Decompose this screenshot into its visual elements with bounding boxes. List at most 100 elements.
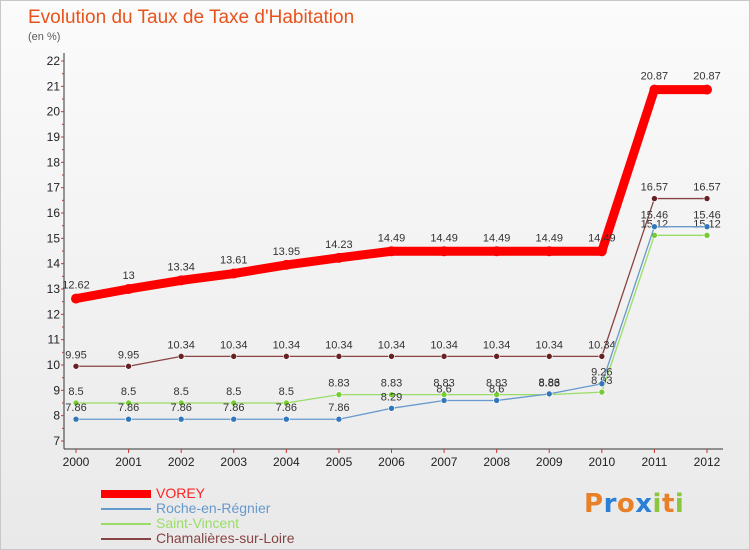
- data-label: 7.86: [170, 402, 191, 414]
- data-point: [598, 353, 606, 360]
- data-point: [176, 275, 187, 286]
- x-tick-label: 2003: [220, 455, 247, 469]
- data-point: [230, 399, 238, 407]
- x-tick-label: 2010: [588, 455, 615, 469]
- data-label: 10.34: [535, 339, 563, 351]
- legend-swatch: [101, 523, 151, 525]
- x-tick-label: 2001: [115, 455, 142, 469]
- data-label: 8.83: [381, 378, 402, 390]
- data-point: [703, 231, 711, 239]
- data-point: [281, 259, 292, 270]
- data-label: 7.86: [65, 402, 86, 414]
- series-3: 9.95 9.95 10.34 10.34 10.34 10.34 10.34 10.34 10…: [65, 182, 721, 370]
- data-point: [440, 353, 448, 360]
- y-tick-label: 20: [47, 105, 61, 119]
- y-tick-label: 9: [53, 383, 60, 397]
- data-point: [333, 252, 344, 263]
- data-label: 16.57: [693, 182, 721, 194]
- legend-label: Roche-en-Régnier: [156, 500, 271, 516]
- legend: VOREY Roche-en-Régnier Saint-Vincent Chamal…: [101, 485, 401, 546]
- data-label: 7.86: [223, 402, 244, 414]
- data-label: 13.61: [220, 255, 248, 267]
- data-label: 13.34: [167, 261, 195, 273]
- data-point: [598, 380, 606, 388]
- y-tick-label: 15: [47, 231, 61, 245]
- x-tick-label: 2011: [642, 455, 668, 469]
- series-0: 12.62 13 13.34 13.61 13.95 14.23 14.49 14.49 14.…: [62, 71, 721, 304]
- data-label: 10.34: [483, 339, 511, 351]
- data-point: [439, 246, 450, 257]
- data-label: 10.34: [430, 339, 458, 351]
- data-label: 14.23: [325, 239, 353, 251]
- x-tick-label: 2000: [63, 455, 90, 469]
- data-label: 14.49: [430, 232, 458, 244]
- data-label: 7.86: [328, 402, 349, 414]
- data-point: [596, 246, 607, 257]
- data-label: 10.34: [588, 339, 616, 351]
- x-tick-label: 2009: [536, 455, 563, 469]
- data-point: [230, 353, 238, 360]
- data-label: 9.95: [65, 349, 86, 361]
- proxiti-logo: Proxiti: [584, 489, 684, 519]
- data-label: 9.26: [591, 367, 612, 379]
- y-tick-label: 18: [47, 155, 61, 169]
- logo-letter: r: [603, 489, 617, 519]
- data-point: [125, 362, 132, 370]
- data-label: 10.34: [167, 339, 195, 351]
- data-point: [493, 397, 500, 404]
- data-point: [544, 246, 555, 257]
- data-point: [651, 195, 658, 202]
- data-label: 8.6: [489, 383, 504, 395]
- legend-swatch: [101, 490, 151, 498]
- x-tick-label: 2005: [326, 455, 353, 469]
- legend-item: Chamalières-sur-Loire: [101, 530, 401, 546]
- data-label: 8.83: [486, 378, 507, 390]
- data-point: [493, 353, 500, 360]
- logo-letter: i: [652, 489, 662, 519]
- data-label: 10.34: [220, 339, 248, 351]
- data-point: [283, 399, 290, 407]
- y-tick-label: 14: [47, 257, 61, 271]
- data-label: 14.49: [483, 232, 511, 244]
- data-point: [283, 415, 290, 423]
- data-point: [228, 268, 239, 279]
- data-label: 8.6: [436, 383, 451, 395]
- y-tick-label: 8: [53, 409, 60, 423]
- data-point: [703, 223, 711, 230]
- data-point: [440, 397, 448, 404]
- data-label: 15.46: [641, 210, 669, 222]
- data-label: 8.5: [68, 386, 83, 398]
- data-point: [388, 353, 395, 360]
- data-point: [177, 399, 185, 407]
- series-2: 8.58.58.58.58.58.838.838.838.838.838.931…: [68, 218, 721, 407]
- unit-label: (en %): [28, 31, 61, 43]
- y-tick-label: 13: [47, 282, 61, 296]
- data-point: [72, 362, 80, 370]
- data-point: [177, 353, 185, 360]
- data-point: [598, 388, 606, 396]
- legend-label: Chamalières-sur-Loire: [156, 530, 295, 546]
- data-label: 8.29: [381, 391, 402, 403]
- data-point: [388, 391, 395, 398]
- legend-swatch: [101, 508, 151, 510]
- y-tick-label: 10: [47, 358, 61, 372]
- chart-title: Evolution du Taux de Taxe d'Habitation: [28, 7, 355, 28]
- data-point: [72, 399, 80, 407]
- data-label: 8.5: [279, 386, 294, 398]
- data-label: 8.83: [539, 378, 560, 390]
- data-point: [335, 391, 343, 398]
- data-label: 20.87: [641, 71, 669, 83]
- data-label: 16.57: [641, 182, 669, 194]
- y-tick-label: 19: [47, 130, 61, 144]
- x-tick-label: 2004: [273, 455, 300, 469]
- data-point: [123, 284, 134, 294]
- legend-swatch: [101, 538, 151, 540]
- data-label: 8.5: [121, 386, 136, 398]
- legend-item: VOREY: [101, 485, 401, 501]
- logo-letter: P: [584, 489, 604, 519]
- x-tick-label: 2007: [431, 455, 458, 469]
- data-point: [125, 415, 132, 423]
- data-label: 8.5: [174, 386, 189, 398]
